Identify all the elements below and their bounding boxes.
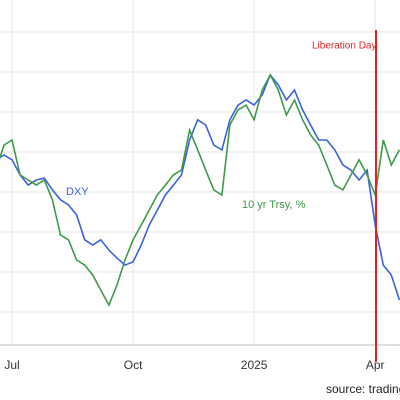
x-tick-label: 2025: [241, 358, 268, 372]
series-label: DXY: [66, 186, 89, 198]
source: source: trading: [326, 382, 400, 396]
x-tick-label: Oct: [124, 358, 143, 372]
grid: [0, 31, 400, 346]
line-series: [0, 73, 400, 307]
x-tick-label: Apr: [366, 358, 385, 372]
series-label: 10 yr Trsy, %: [242, 199, 306, 211]
x-tick-label: Jul: [4, 358, 19, 372]
event-label: Liberation Day: [312, 41, 376, 52]
line-series: [0, 73, 400, 301]
